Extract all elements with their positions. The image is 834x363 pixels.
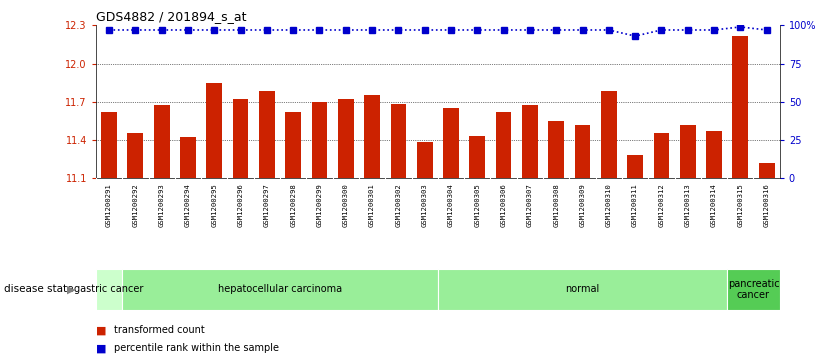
Text: GSM1200292: GSM1200292 xyxy=(133,184,138,228)
Text: GSM1200297: GSM1200297 xyxy=(264,184,270,228)
Text: GSM1200306: GSM1200306 xyxy=(500,184,506,228)
Text: GSM1200307: GSM1200307 xyxy=(527,184,533,228)
Text: GSM1200312: GSM1200312 xyxy=(658,184,665,228)
FancyBboxPatch shape xyxy=(727,269,780,310)
Bar xyxy=(128,134,143,363)
Text: ■: ■ xyxy=(96,325,107,335)
Text: gastric cancer: gastric cancer xyxy=(74,285,143,294)
Text: GSM1200303: GSM1200303 xyxy=(422,184,428,228)
Bar xyxy=(548,121,564,363)
Bar xyxy=(206,83,222,363)
Text: GSM1200309: GSM1200309 xyxy=(580,184,585,228)
Text: GSM1200302: GSM1200302 xyxy=(395,184,401,228)
Text: GSM1200313: GSM1200313 xyxy=(685,184,691,228)
Bar xyxy=(575,125,590,363)
Bar xyxy=(495,112,511,363)
FancyBboxPatch shape xyxy=(96,269,123,310)
Bar xyxy=(364,95,380,363)
Bar xyxy=(601,91,616,363)
Bar xyxy=(732,36,748,363)
Text: GSM1200298: GSM1200298 xyxy=(290,184,296,228)
Bar xyxy=(101,112,117,363)
Bar xyxy=(417,142,433,363)
Bar xyxy=(285,112,301,363)
Text: ■: ■ xyxy=(96,343,107,354)
Text: GSM1200315: GSM1200315 xyxy=(737,184,743,228)
Bar xyxy=(654,134,670,363)
Bar xyxy=(312,102,328,363)
Text: GSM1200308: GSM1200308 xyxy=(553,184,560,228)
Bar xyxy=(443,108,459,363)
FancyBboxPatch shape xyxy=(438,269,727,310)
Text: GSM1200314: GSM1200314 xyxy=(711,184,717,228)
Text: GDS4882 / 201894_s_at: GDS4882 / 201894_s_at xyxy=(96,10,246,23)
Bar xyxy=(759,163,775,363)
Text: hepatocellular carcinoma: hepatocellular carcinoma xyxy=(218,285,342,294)
Text: GSM1200300: GSM1200300 xyxy=(343,184,349,228)
Text: GSM1200291: GSM1200291 xyxy=(106,184,112,228)
Text: normal: normal xyxy=(565,285,600,294)
Text: transformed count: transformed count xyxy=(114,325,205,335)
Text: GSM1200293: GSM1200293 xyxy=(158,184,164,228)
Text: GSM1200304: GSM1200304 xyxy=(448,184,454,228)
Bar xyxy=(470,136,485,363)
Text: percentile rank within the sample: percentile rank within the sample xyxy=(114,343,279,354)
Text: GSM1200301: GSM1200301 xyxy=(369,184,375,228)
Text: GSM1200311: GSM1200311 xyxy=(632,184,638,228)
Bar xyxy=(390,104,406,363)
Bar xyxy=(680,125,696,363)
FancyBboxPatch shape xyxy=(123,269,438,310)
Text: pancreatic
cancer: pancreatic cancer xyxy=(728,279,779,300)
Text: GSM1200316: GSM1200316 xyxy=(764,184,770,228)
Text: GSM1200296: GSM1200296 xyxy=(238,184,244,228)
Text: ▶: ▶ xyxy=(67,285,75,294)
Bar xyxy=(522,106,538,363)
Text: GSM1200299: GSM1200299 xyxy=(316,184,323,228)
Bar xyxy=(180,137,196,363)
Bar xyxy=(153,106,169,363)
Text: disease state: disease state xyxy=(4,285,73,294)
Bar xyxy=(233,99,249,363)
Bar xyxy=(627,155,643,363)
Bar xyxy=(338,99,354,363)
Bar xyxy=(706,131,722,363)
Bar xyxy=(259,91,274,363)
Text: GSM1200295: GSM1200295 xyxy=(211,184,218,228)
Text: GSM1200294: GSM1200294 xyxy=(185,184,191,228)
Text: GSM1200305: GSM1200305 xyxy=(475,184,480,228)
Text: GSM1200310: GSM1200310 xyxy=(605,184,612,228)
